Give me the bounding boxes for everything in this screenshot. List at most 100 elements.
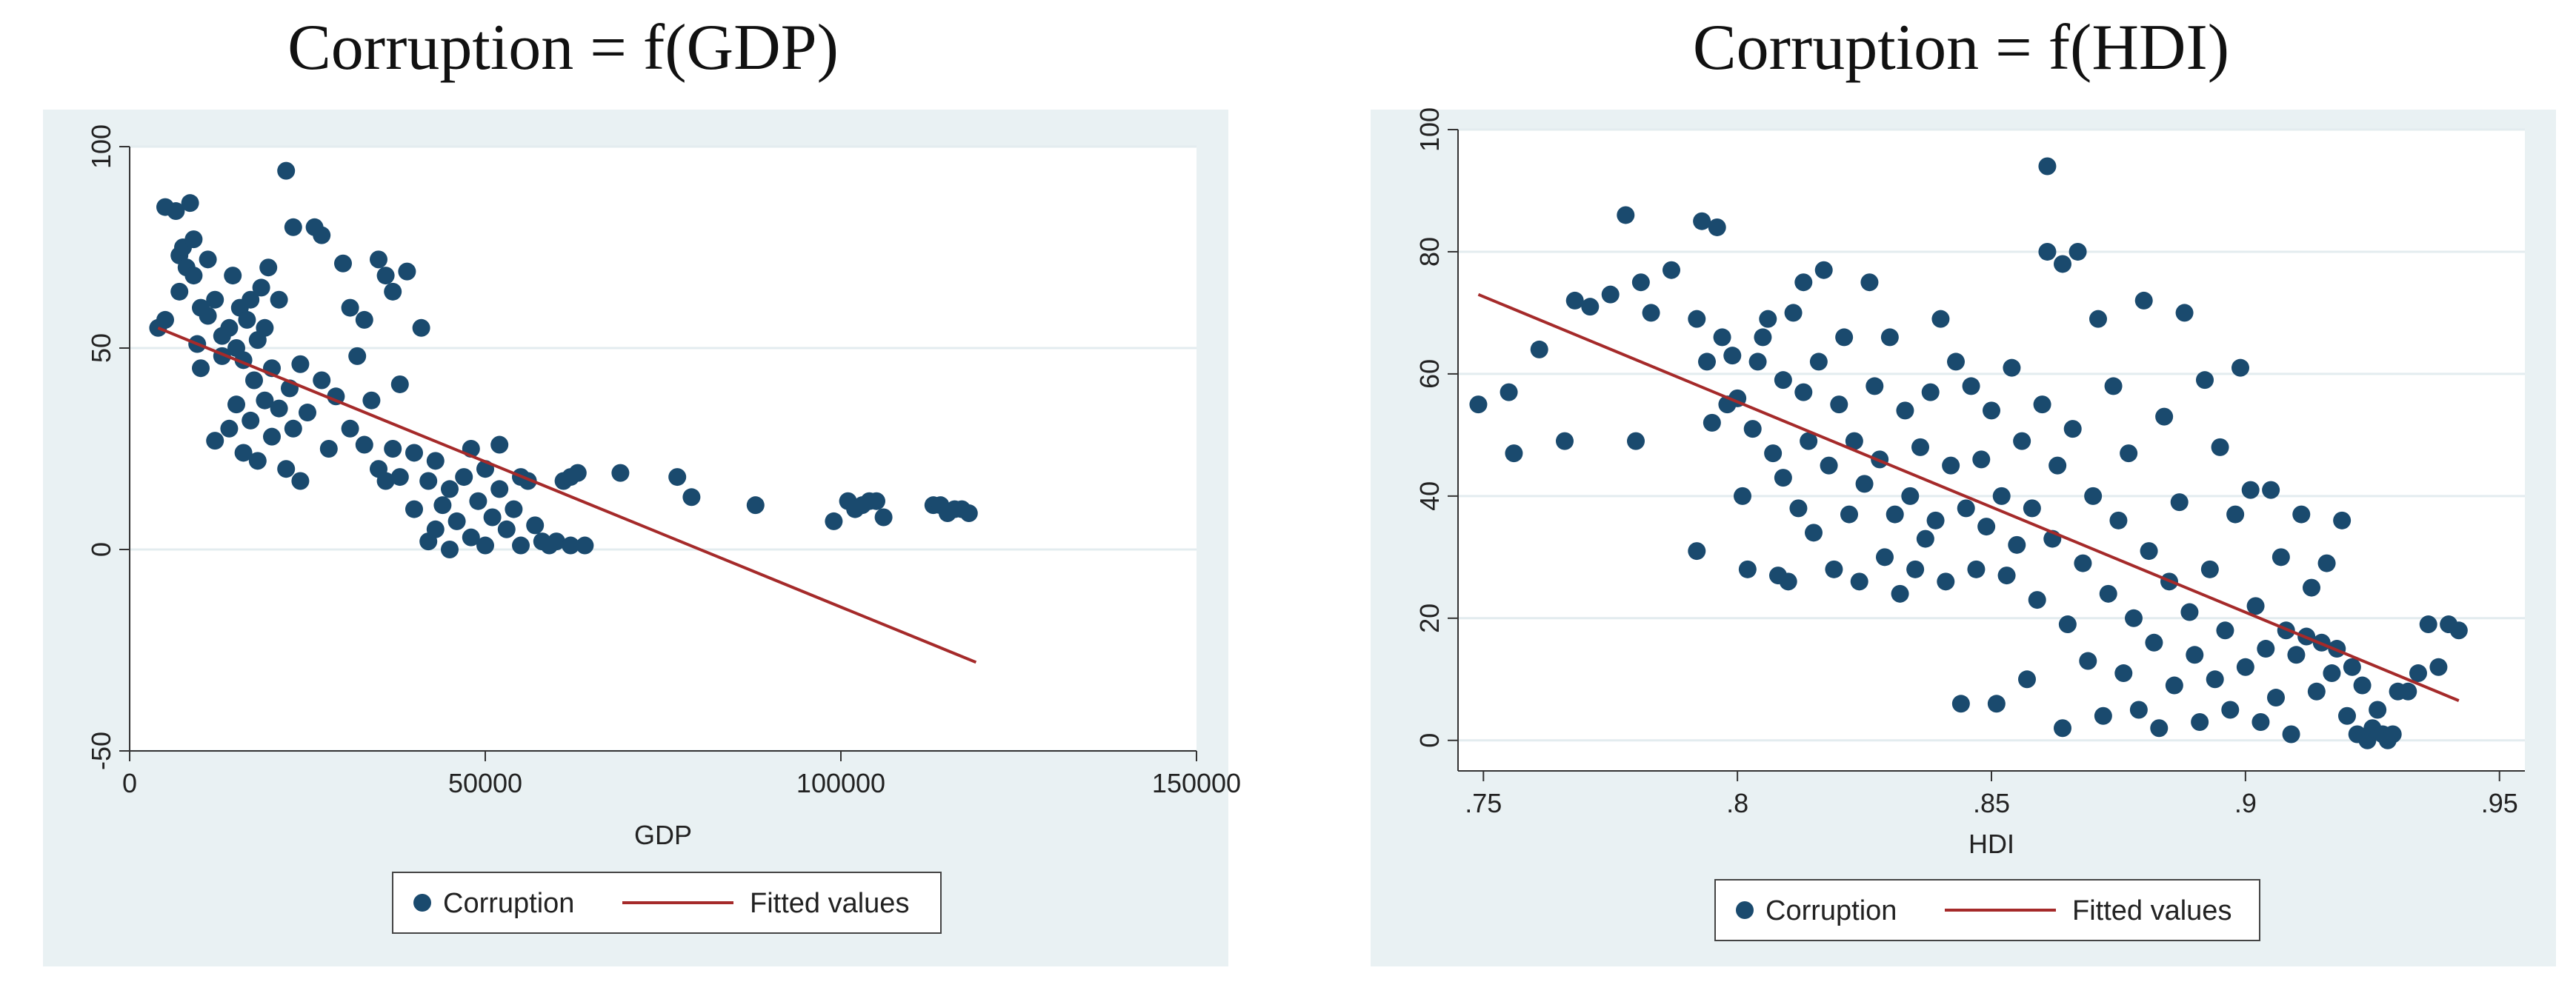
data-point [2125,609,2143,627]
data-point [1789,499,1808,518]
data-point [483,508,502,527]
data-point [1916,529,1934,548]
data-point [1997,567,2016,585]
data-point [2129,701,2148,719]
data-point [1926,511,1945,529]
data-point [2104,377,2123,395]
data-point [2109,511,2128,529]
data-point [1942,456,1960,475]
data-point [497,520,516,538]
data-point [526,516,545,535]
scatter-series-corruption [149,161,978,558]
legend-marker-corruption [413,894,431,912]
data-point [206,432,224,450]
data-point [405,444,423,462]
data-point [2028,591,2046,609]
data-point [1987,695,2006,713]
data-point [376,267,395,285]
data-point [512,536,530,555]
data-point [334,254,352,273]
data-point [447,512,466,530]
data-point [611,464,630,482]
data-point [1723,347,1742,365]
data-point [2084,487,2103,505]
data-point [2165,676,2183,695]
data-point [156,310,174,329]
data-point [2419,615,2437,634]
data-point [1880,328,1899,347]
data-point [299,404,316,422]
data-point [825,512,843,530]
data-point [2145,633,2163,652]
data-point [2140,542,2158,561]
data-point [2003,358,2021,377]
data-point [1764,444,1783,463]
plot-area [1458,130,2525,771]
data-point [390,375,409,393]
data-point [2049,456,2067,475]
data-point [220,419,239,438]
data-point [376,472,395,490]
data-point [1855,475,1874,493]
data-point [2089,310,2107,328]
data-point [2023,499,2041,518]
data-point [2058,615,2077,634]
legend-label-corruption: Corruption [1765,895,1897,926]
data-point [1688,310,1706,328]
data-point [1748,353,1767,371]
data-point [2196,371,2214,390]
data-point [1738,560,1757,578]
data-point [220,318,239,337]
y-tick-label: 0 [86,542,116,557]
data-point [341,419,359,438]
data-point [2282,725,2300,744]
data-point [1708,218,1726,236]
data-point [469,492,487,510]
data-point [2134,291,2153,310]
data-point [1754,328,1772,347]
data-point [1825,560,1843,578]
data-point [313,226,331,244]
chart-2: Corruption = f(HDI) 0 20 40 60 80 100 .75 .8 .85.… [1371,12,2556,966]
x-tick-label: .9 [2234,788,2257,818]
data-point [441,541,459,558]
x-tick-label: 150000 [1152,768,1241,798]
legend: Corruption Fitted values [392,872,942,934]
data-point [1921,383,1940,401]
data-point [1911,438,1929,456]
data-point [746,496,765,515]
data-point [1774,371,1792,390]
data-point [2383,725,2402,744]
data-point [2038,157,2057,176]
data-point [245,371,263,390]
x-tick-label: .85 [1973,788,2010,818]
data-point [2079,652,2097,670]
data-point [1713,328,1731,347]
data-point [1601,285,1620,304]
data-point [2120,444,2138,463]
data-point [2180,603,2199,621]
data-point [1967,560,1986,578]
data-point [167,202,185,221]
data-point [341,298,359,317]
legend-label-fitted: Fitted values [2072,895,2231,926]
data-point [270,399,288,418]
data-point [2216,621,2234,640]
data-point [1505,444,1523,463]
data-point [1830,395,1848,414]
data-point [1617,206,1635,224]
data-point [1469,395,1488,414]
data-point [284,218,302,236]
data-point [874,508,893,527]
data-point [576,536,594,555]
data-point [1983,401,2000,420]
data-point [2069,242,2087,261]
data-point [1931,310,1950,328]
data-point [568,464,587,482]
data-point [2038,242,2057,261]
data-point [384,440,402,458]
data-point [1743,420,1762,438]
data-point [284,419,302,438]
data-point [1951,695,1970,713]
data-point [1779,572,1797,591]
